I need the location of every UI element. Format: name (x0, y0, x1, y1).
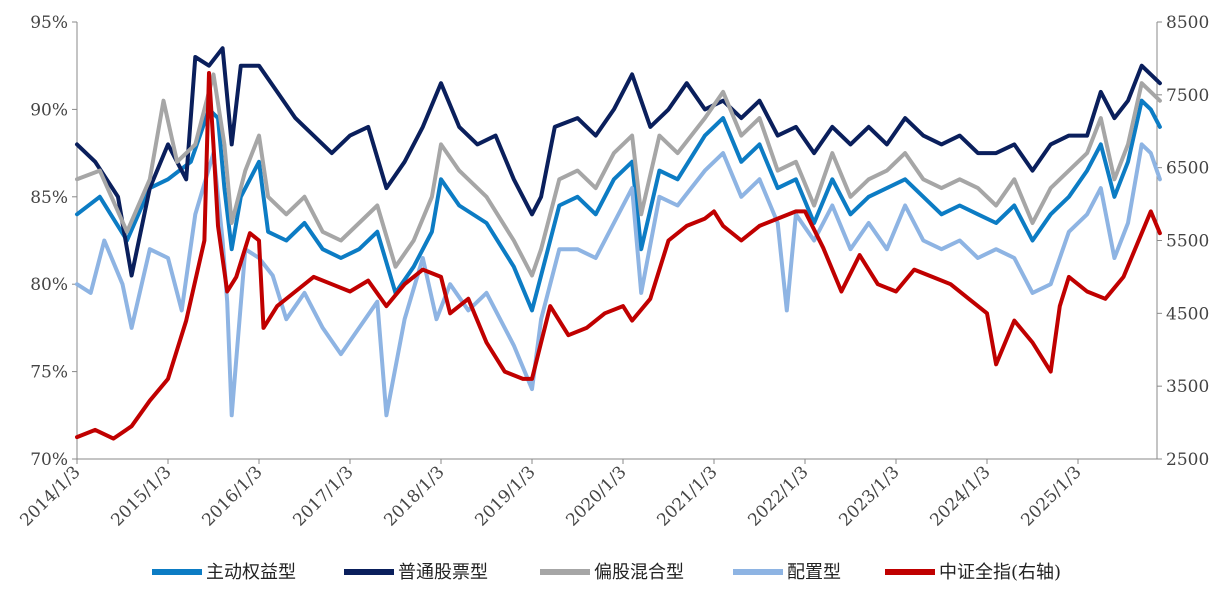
x-tick-label: 2023/1/3 (835, 462, 903, 530)
legend-label: 偏股混合型 (594, 562, 684, 583)
x-tick-label: 2019/1/3 (471, 462, 539, 530)
legend: 主动权益型 普通股票型 偏股混合型 配置型 中证全指(右轴) (152, 562, 1061, 583)
y-right-tick-label: 8500 (1166, 13, 1209, 33)
y-left-tick-label: 80% (30, 275, 68, 295)
series-line-1 (75, 46, 1162, 278)
x-tick-label: 2018/1/3 (380, 462, 448, 530)
x-tick-label: 2016/1/3 (198, 462, 266, 530)
y-left-tick-label: 70% (30, 450, 68, 470)
x-tick-label: 2017/1/3 (289, 462, 357, 530)
y-left-tick-label: 90% (30, 100, 68, 120)
series-line-2 (75, 72, 1162, 278)
series-line-0 (75, 98, 1162, 313)
y-right-tick-label: 5500 (1166, 232, 1209, 252)
series-line-4 (75, 71, 1162, 441)
legend-label: 配置型 (787, 562, 841, 583)
x-tick-label: 2021/1/3 (653, 462, 721, 530)
y-right-tick-label: 6500 (1166, 159, 1209, 179)
y-right-tick-label: 7500 (1166, 86, 1209, 106)
legend-label: 中证全指(右轴) (939, 562, 1061, 583)
y-right-tick-label: 2500 (1166, 450, 1209, 470)
legend-label: 普通股票型 (398, 562, 488, 583)
y-left-tick-label: 85% (30, 188, 68, 208)
legend-label: 主动权益型 (206, 562, 296, 583)
y-left-tick-label: 95% (30, 13, 68, 33)
y-right-tick-label: 4500 (1166, 304, 1209, 324)
y-left-tick-label: 75% (30, 363, 68, 383)
x-tick-label: 2014/1/3 (16, 462, 84, 530)
x-tick-label: 2020/1/3 (562, 462, 630, 530)
x-tick-label: 2022/1/3 (744, 462, 812, 530)
x-tick-label: 2015/1/3 (107, 462, 175, 530)
x-tick-label: 2025/1/3 (1017, 462, 1085, 530)
series-line-3 (75, 142, 1162, 418)
x-tick-label: 2024/1/3 (926, 462, 994, 530)
y-right-tick-label: 3500 (1166, 377, 1209, 397)
series-lines (75, 46, 1162, 441)
